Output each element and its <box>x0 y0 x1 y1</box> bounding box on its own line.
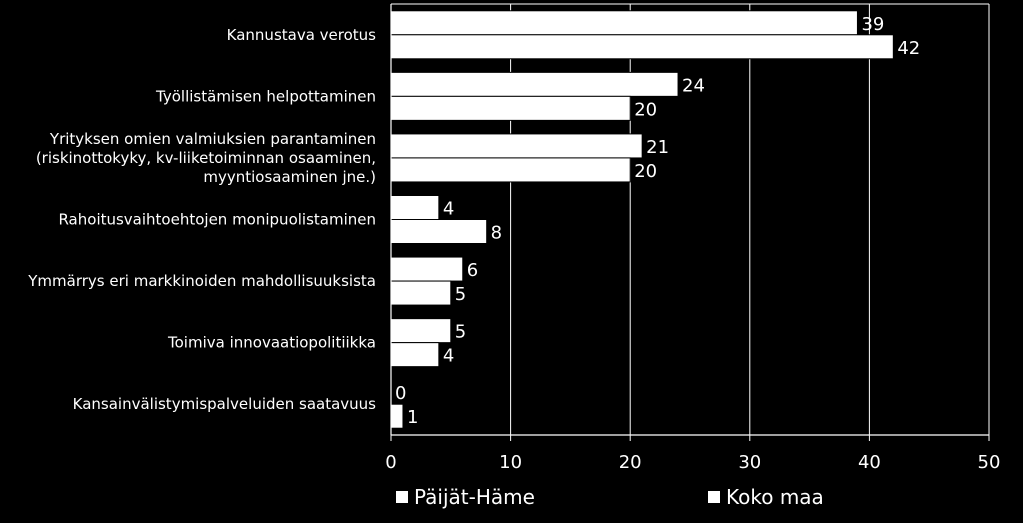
x-tick-label: 0 <box>385 452 396 473</box>
data-label-series1-cat2: 20 <box>634 161 657 182</box>
bar-series0-cat5 <box>390 318 452 344</box>
category-label-line: Kannustava verotus <box>227 26 377 44</box>
data-label-series1-cat3: 8 <box>491 223 502 244</box>
axes <box>390 4 989 436</box>
category-label-line: Rahoitusvaihtoehtojen monipuolistaminen <box>58 211 376 229</box>
category-label: Rahoitusvaihtoehtojen monipuolistaminen <box>58 211 376 229</box>
legend-swatch-paijat-hame <box>396 491 408 503</box>
category-label-line: Yrityksen omien valmiuksien parantaminen <box>49 130 376 148</box>
data-label-series0-cat2: 21 <box>646 137 669 158</box>
bar-series1-cat5 <box>390 342 440 368</box>
x-tick-label: 10 <box>499 452 522 473</box>
legend-item-koko-maa: Koko maa <box>708 485 824 509</box>
bar-series0-cat3 <box>390 195 440 220</box>
bar-series0-cat0 <box>390 10 858 36</box>
bar-series0-cat4 <box>390 256 464 282</box>
category-label-line: Toimiva innovaatiopolitiikka <box>167 334 376 352</box>
bar-series1-cat2 <box>390 157 631 183</box>
x-tick-label: 40 <box>858 452 881 473</box>
data-label-series0-cat0: 39 <box>861 14 884 35</box>
bar-series1-cat1 <box>390 95 631 121</box>
category-label-line: (riskinottokyky, kv-liiketoiminnan osaam… <box>36 149 376 167</box>
legend-label-paijat-hame: Päijät-Häme <box>414 485 535 509</box>
category-label-line: myyntiosaaminen jne.) <box>203 168 376 186</box>
bar-series0-cat2 <box>390 133 643 159</box>
data-label-series0-cat5: 5 <box>455 322 466 343</box>
x-tick-label: 20 <box>619 452 642 473</box>
category-labels: Kannustava verotus Työllistämisen helpott… <box>27 26 376 413</box>
category-label: Toimiva innovaatiopolitiikka <box>167 334 376 352</box>
category-label: Työllistämisen helpottaminen <box>155 87 376 105</box>
legend-item-paijat-hame: Päijät-Häme <box>396 485 535 509</box>
legend-label-koko-maa: Koko maa <box>726 485 824 509</box>
data-label-series1-cat5: 4 <box>443 346 454 367</box>
bars <box>390 10 894 429</box>
data-label-series1-cat1: 20 <box>634 99 657 120</box>
category-label-line: Työllistämisen helpottaminen <box>155 87 376 105</box>
bar-series1-cat0 <box>390 34 894 60</box>
bar-series1-cat3 <box>390 219 488 244</box>
x-tick-label: 30 <box>738 452 761 473</box>
data-label-series0-cat6: 0 <box>395 383 406 404</box>
bar-series1-cat4 <box>390 280 452 306</box>
data-label-series1-cat6: 1 <box>407 407 418 428</box>
category-label: Kannustava verotus <box>227 26 377 44</box>
data-label-series1-cat4: 5 <box>455 284 466 305</box>
bar-series1-cat6 <box>390 403 404 429</box>
bar-series0-cat1 <box>390 71 679 97</box>
data-label-series0-cat4: 6 <box>467 260 478 281</box>
data-label-series0-cat1: 24 <box>682 75 705 96</box>
category-label: Ymmärrys eri markkinoiden mahdollisuuksi… <box>27 272 376 290</box>
legend: Päijät-Häme Koko maa <box>392 485 992 511</box>
x-axis-ticks: 0 10 20 30 40 50 <box>385 435 1000 473</box>
category-label-line: Kansainvälistymispalveluiden saatavuus <box>73 395 377 413</box>
category-label-line: Ymmärrys eri markkinoiden mahdollisuuksi… <box>27 272 376 290</box>
data-label-series0-cat3: 4 <box>443 199 454 220</box>
category-label: Kansainvälistymispalveluiden saatavuus <box>73 395 377 413</box>
legend-swatch-koko-maa <box>708 491 720 503</box>
x-tick-label: 50 <box>978 452 1001 473</box>
category-label: Yrityksen omien valmiuksien parantaminen… <box>36 130 376 186</box>
data-label-series1-cat0: 42 <box>897 38 920 59</box>
